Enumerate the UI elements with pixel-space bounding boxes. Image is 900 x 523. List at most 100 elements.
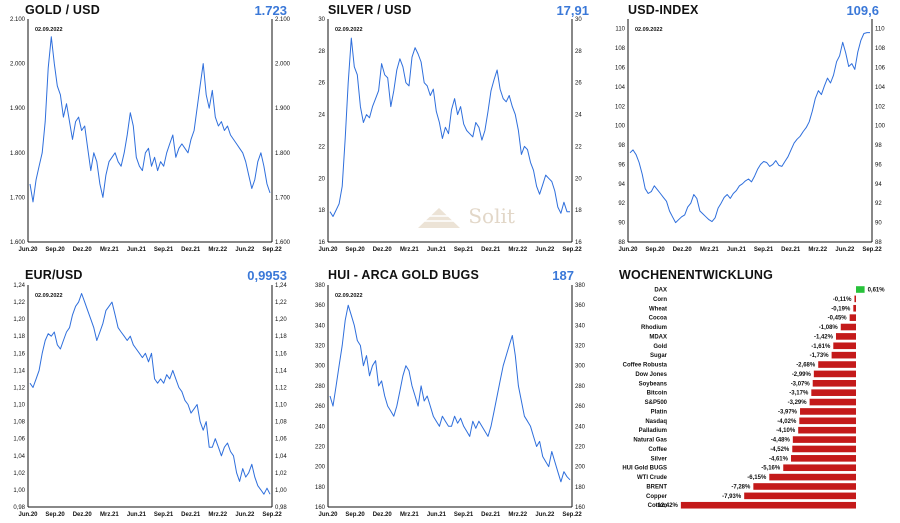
bar bbox=[831, 351, 856, 359]
bar-value-label: -1,42% bbox=[814, 334, 834, 340]
x-tick-label: Mrz.22 bbox=[508, 512, 527, 518]
chart-title: USD-INDEX bbox=[628, 3, 699, 17]
series-line bbox=[629, 32, 870, 224]
y-tick-label-left: 260 bbox=[315, 404, 326, 410]
y-tick-label-right: 22 bbox=[575, 144, 582, 150]
y-tick-label-right: 300 bbox=[575, 364, 586, 370]
bar bbox=[680, 501, 856, 509]
y-tick-label-right: 220 bbox=[575, 444, 586, 450]
hui-gold-bugs-chart: HUI - ARCA GOLD BUGS 187 160 160 180 180 200… bbox=[300, 262, 600, 523]
bar-value-label: -7,28% bbox=[731, 484, 751, 490]
y-tick-label-right: 2.100 bbox=[275, 17, 291, 23]
y-tick-label-left: 220 bbox=[315, 444, 326, 450]
y-tick-label-right: 180 bbox=[575, 485, 586, 491]
y-tick-label-left: 200 bbox=[315, 465, 326, 471]
bar bbox=[744, 492, 856, 500]
x-tick-label: Sep.20 bbox=[345, 512, 365, 518]
bar bbox=[783, 464, 856, 472]
y-tick-label-left: 160 bbox=[315, 505, 326, 511]
bar-value-label: -3,07% bbox=[791, 381, 811, 387]
y-tick-label-right: 240 bbox=[575, 424, 586, 430]
bar-category-label: Silver bbox=[651, 456, 668, 462]
y-tick-label-right: 1,18 bbox=[275, 334, 287, 340]
x-tick-label: Jun.21 bbox=[427, 247, 447, 253]
y-tick-label-right: 1,16 bbox=[275, 351, 287, 357]
x-tick-label: Sep.22 bbox=[862, 247, 882, 253]
bar-category-label: Cocoa bbox=[649, 316, 668, 322]
current-value: 187 bbox=[552, 268, 574, 283]
y-tick-label-right: 96 bbox=[875, 162, 882, 168]
chart-title: EUR/USD bbox=[25, 268, 83, 282]
y-tick-label-right: 1.700 bbox=[275, 195, 291, 201]
y-tick-label-right: 110 bbox=[875, 27, 885, 33]
usd-index-chart: USD-INDEX 109,6 88 88 90 90 92 92 94 94 96 96 98 98… bbox=[600, 0, 900, 262]
date-label: 02.09.2022 bbox=[335, 27, 363, 33]
bar-value-label: -0,11% bbox=[833, 297, 852, 303]
y-tick-label-left: 1,12 bbox=[13, 385, 25, 391]
x-tick-label: Mrz.22 bbox=[808, 247, 827, 253]
y-tick-label-left: 320 bbox=[315, 344, 326, 350]
bar-category-label: Natural Gas bbox=[633, 438, 667, 444]
y-tick-label-left: 1,24 bbox=[13, 283, 25, 289]
weekly-performance-plot: DAX 0,61% Corn -0,11% Wheat -0,19% Cocoa -0,45%… bbox=[622, 286, 885, 509]
bar-value-label: -1,61% bbox=[811, 344, 831, 350]
y-tick-label-right: 16 bbox=[575, 240, 582, 246]
series-line bbox=[329, 37, 570, 217]
x-tick-label: Jun.22 bbox=[835, 247, 855, 253]
bar bbox=[753, 483, 856, 490]
y-tick-label-right: 1,04 bbox=[275, 454, 287, 460]
bar-value-label: -4,48% bbox=[771, 438, 791, 444]
y-tick-label-left: 98 bbox=[618, 143, 625, 149]
y-tick-label-left: 108 bbox=[615, 46, 626, 52]
watermark-text: Solit bbox=[468, 204, 515, 228]
y-tick-label-left: 30 bbox=[318, 17, 325, 23]
x-tick-label: Jun.20 bbox=[18, 512, 38, 518]
eur-usd-chart: EUR/USD 0,9953 0,98 0,98 1,00 1,00 1,02 1,02 1… bbox=[0, 262, 300, 523]
x-tick-label: Jun.22 bbox=[535, 247, 555, 253]
y-tick-label-left: 104 bbox=[615, 85, 626, 91]
x-tick-label: Mrz.21 bbox=[100, 247, 119, 253]
y-tick-label-left: 100 bbox=[615, 124, 626, 130]
y-tick-label-left: 1,00 bbox=[13, 488, 25, 494]
bar-value-label: -7,93% bbox=[722, 494, 742, 500]
current-value: 1.723 bbox=[254, 3, 287, 18]
y-tick-label-right: 18 bbox=[575, 208, 582, 214]
x-tick-label: Jun.22 bbox=[235, 247, 255, 253]
bar-category-label: S&P500 bbox=[645, 400, 668, 406]
silver-usd-chart: SILVER / USD 17,91 16 16 18 18 20 20 22 22 24 24 2… bbox=[300, 0, 600, 262]
bar bbox=[813, 370, 856, 378]
x-tick-label: Jun.20 bbox=[18, 247, 38, 253]
y-tick-label-left: 1.600 bbox=[10, 240, 26, 246]
x-tick-label: Jun.21 bbox=[127, 247, 147, 253]
x-tick-label: Jun.20 bbox=[318, 247, 338, 253]
gold-usd-chart: GOLD / USD 1.723 1.600 1.600 1.700 1.700 1.8… bbox=[0, 0, 300, 262]
y-tick-label-left: 1.800 bbox=[10, 151, 26, 157]
x-tick-label: Sep.21 bbox=[454, 512, 474, 518]
y-tick-label-left: 2.000 bbox=[10, 62, 26, 68]
y-tick-label-right: 28 bbox=[575, 49, 582, 55]
x-tick-label: Mrz.21 bbox=[100, 512, 119, 518]
bar bbox=[792, 436, 856, 443]
bar-value-label: -1,08% bbox=[819, 325, 839, 331]
bar bbox=[792, 445, 856, 453]
x-tick-label: Mrz.21 bbox=[400, 247, 419, 253]
x-tick-label: Sep.22 bbox=[562, 512, 582, 518]
bar-category-label: Rhodium bbox=[641, 325, 667, 331]
bar-category-label: Dow Jones bbox=[635, 372, 667, 378]
bar-category-label: Sugar bbox=[650, 353, 668, 359]
y-tick-label-left: 26 bbox=[318, 81, 325, 87]
x-tick-label: Sep.20 bbox=[45, 247, 65, 253]
x-tick-label: Mrz.22 bbox=[208, 247, 227, 253]
bar-category-label: HUI Gold BUGS bbox=[622, 466, 667, 472]
bar-value-label: -4,61% bbox=[769, 456, 789, 462]
y-tick-label-right: 1,12 bbox=[275, 385, 287, 391]
x-tick-label: Jun.20 bbox=[618, 247, 638, 253]
y-tick-label-left: 2.100 bbox=[10, 17, 26, 23]
y-tick-label-right: 2.000 bbox=[275, 62, 291, 68]
bar-category-label: Cotton bbox=[648, 503, 668, 509]
bar-value-label: -1,73% bbox=[810, 353, 830, 359]
bar-category-label: Platin bbox=[651, 409, 668, 415]
bar-value-label: -12,42% bbox=[656, 503, 679, 509]
x-tick-label: Dez.21 bbox=[181, 247, 201, 253]
y-tick-label-right: 1,22 bbox=[275, 300, 287, 306]
